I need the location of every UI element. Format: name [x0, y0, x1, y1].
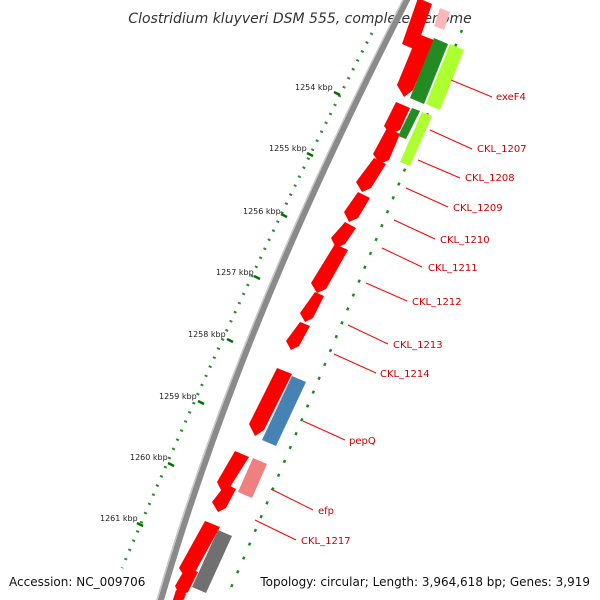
kbp-tick-1257: [253, 274, 261, 281]
kbp-label-1260: 1260 kbp: [130, 453, 168, 462]
gene-label-efp[interactable]: efp: [318, 506, 334, 517]
gene-CKL_1207: [384, 102, 410, 134]
gene-label-CKL_1208[interactable]: CKL_1208: [465, 173, 515, 184]
gene-CKL_1211: [331, 222, 356, 248]
kbp-ticks: 1254 kbp 1255 kbp 1256 kbp 1257 kbp 1258…: [100, 83, 341, 528]
gene-label-CKL_1209[interactable]: CKL_1209: [453, 203, 503, 214]
kbp-tick-1260: [167, 461, 175, 468]
kbp-label-1254: 1254 kbp: [295, 83, 333, 92]
topology-text: Topology: circular; Length: 3,964,618 bp…: [259, 575, 590, 589]
gene-CKL_1210: [344, 192, 370, 222]
kbp-label-1256: 1256 kbp: [243, 207, 281, 216]
gene-CKL_1208: [373, 128, 400, 164]
kbp-label-1255: 1255 kbp: [269, 144, 307, 153]
gene-label-CKL_1210[interactable]: CKL_1210: [440, 235, 490, 246]
gene-label-pepQ[interactable]: pepQ: [349, 436, 376, 447]
kbp-label-1257: 1257 kbp: [216, 268, 254, 277]
gene-CKL_1212: [311, 244, 348, 293]
kbp-tick-1254: [333, 90, 341, 97]
gene-top-partial: [402, 0, 432, 50]
gene-label-CKL_1207[interactable]: CKL_1207: [477, 144, 527, 155]
cog-top-pink: [434, 8, 450, 30]
gene-CKL_1213: [300, 292, 324, 322]
gene-features: [172, 0, 434, 600]
accession-text: Accession: NC_009706: [9, 575, 145, 589]
gene-leader-lines: [254, 79, 493, 541]
gene-CKL_1209: [356, 158, 386, 192]
cog-green-dark-2: [398, 108, 420, 139]
gene-bottom-partial: [172, 590, 186, 600]
gene-pepQ-red: [249, 368, 292, 436]
kbp-label-1259: 1259 kbp: [159, 392, 197, 401]
gene-efp-red: [217, 451, 249, 492]
gene-label-CKL_1214[interactable]: CKL_1214: [380, 369, 430, 380]
kbp-label-1261: 1261 kbp: [100, 514, 138, 523]
kbp-tick-1259: [197, 399, 205, 406]
genome-backbone: [156, 0, 411, 600]
kbp-tick-1258: [226, 337, 234, 344]
cog-efp-pink: [238, 458, 267, 498]
genome-title: Clostridium kluyveri DSM 555, complete g…: [128, 11, 471, 27]
kbp-label-1258: 1258 kbp: [188, 330, 226, 339]
gene-labels: exeF4 CKL_1207 CKL_1208 CKL_1209 CKL_121…: [301, 92, 527, 547]
gene-label-CKL_1212[interactable]: CKL_1212: [412, 297, 462, 308]
gene-CKL_1217: [179, 521, 220, 579]
cog-green-dark: [410, 38, 448, 104]
gene-label-CKL_1217[interactable]: CKL_1217: [301, 536, 351, 547]
kbp-tick-1256: [280, 212, 288, 219]
gene-label-CKL_1213[interactable]: CKL_1213: [393, 340, 443, 351]
inner-dotted-arc: [228, 29, 464, 591]
gene-efp-small: [212, 484, 236, 512]
gene-label-CKL_1211[interactable]: CKL_1211: [428, 263, 478, 274]
gene-bottom-red: [175, 567, 198, 596]
cog-features: [192, 8, 464, 593]
cog-pepQ-blue: [262, 376, 306, 446]
gene-label-exeF4[interactable]: exeF4: [496, 92, 526, 103]
gene-exeF4: [397, 34, 434, 97]
cog-green-light: [426, 44, 464, 110]
gene-CKL_1214: [286, 322, 310, 350]
kbp-tick-1261: [136, 521, 144, 528]
cog-green-light-2: [400, 112, 432, 166]
cog-CKL_1217-grey: [192, 530, 232, 593]
kbp-tick-1255: [306, 151, 314, 158]
